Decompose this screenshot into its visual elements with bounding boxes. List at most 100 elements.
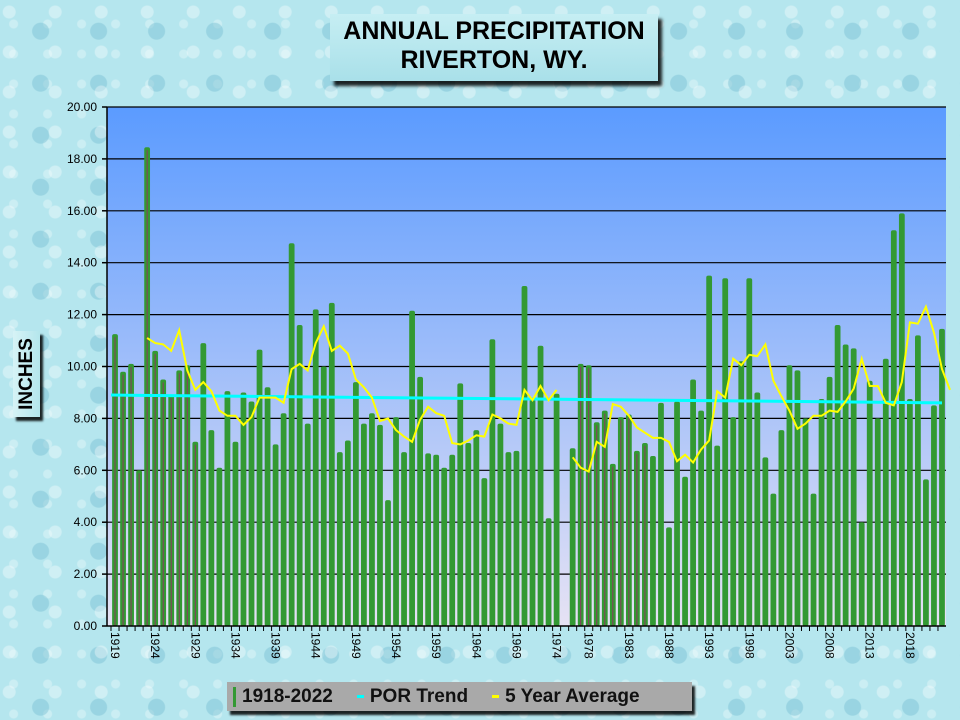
x-tick-label: 1988 bbox=[662, 632, 676, 659]
five-year-average-line bbox=[571, 304, 951, 474]
bar bbox=[449, 454, 456, 626]
bar bbox=[778, 430, 785, 626]
bar bbox=[866, 380, 873, 626]
legend-item-trend: POR Trend bbox=[356, 682, 469, 711]
x-tick-label: 1983 bbox=[622, 632, 636, 659]
legend-trend-swatch bbox=[356, 695, 364, 698]
x-tick-label: 1998 bbox=[742, 632, 756, 659]
bar bbox=[754, 392, 761, 626]
bar bbox=[280, 413, 287, 626]
bar bbox=[690, 379, 696, 626]
por-trend-line bbox=[110, 393, 943, 405]
bar bbox=[328, 302, 335, 626]
bar bbox=[850, 348, 857, 626]
bar bbox=[473, 430, 480, 626]
x-tick-label: 1919 bbox=[108, 632, 122, 659]
bar bbox=[906, 398, 913, 626]
x-tick-label: 1949 bbox=[349, 632, 363, 659]
bar bbox=[497, 423, 504, 626]
y-tick-label: 12.00 bbox=[67, 308, 97, 322]
bar bbox=[722, 278, 729, 626]
bar bbox=[738, 361, 745, 626]
bar bbox=[489, 339, 496, 626]
bar bbox=[770, 493, 777, 626]
bar bbox=[433, 454, 440, 626]
y-axis-label-box: INCHES bbox=[13, 331, 40, 417]
bar bbox=[457, 383, 464, 626]
bar bbox=[513, 450, 520, 626]
legend-label-avg: 5 Year Average bbox=[505, 686, 640, 707]
bar bbox=[874, 418, 881, 626]
bar bbox=[336, 452, 343, 626]
bar bbox=[465, 443, 472, 626]
bar bbox=[730, 417, 737, 626]
bar bbox=[256, 349, 263, 626]
x-tick-label: 1929 bbox=[188, 632, 202, 659]
bar bbox=[425, 453, 432, 626]
legend-avg-swatch bbox=[492, 695, 500, 698]
bar bbox=[377, 424, 383, 626]
bar bbox=[393, 417, 399, 626]
bar bbox=[666, 527, 672, 626]
bar bbox=[802, 418, 809, 626]
bar bbox=[858, 522, 865, 626]
bar bbox=[658, 402, 664, 626]
y-tick-label: 2.00 bbox=[74, 567, 98, 581]
x-tick-label: 1924 bbox=[148, 632, 162, 659]
bar bbox=[569, 448, 576, 626]
bar bbox=[208, 430, 215, 626]
bar bbox=[810, 493, 817, 626]
y-tick-label: 10.00 bbox=[67, 360, 97, 374]
x-tick-label: 1978 bbox=[582, 632, 596, 659]
bar bbox=[762, 457, 769, 626]
x-tick-label: 1959 bbox=[429, 632, 443, 659]
bar bbox=[882, 358, 889, 626]
x-tick-label: 1939 bbox=[269, 632, 283, 659]
bar bbox=[650, 456, 656, 626]
bar bbox=[352, 382, 359, 626]
bar bbox=[553, 393, 560, 626]
bar bbox=[786, 365, 793, 626]
bar bbox=[417, 376, 424, 626]
bar bbox=[794, 370, 801, 626]
y-tick-label: 16.00 bbox=[67, 204, 97, 218]
bar bbox=[706, 275, 713, 626]
x-tick-label: 1993 bbox=[702, 632, 716, 659]
bar bbox=[232, 441, 239, 626]
bar bbox=[698, 410, 705, 626]
bar bbox=[409, 310, 415, 626]
x-tick-label: 1944 bbox=[309, 632, 323, 659]
legend-item-avg: 5 Year Average bbox=[492, 682, 640, 711]
x-tick-label: 1934 bbox=[228, 632, 242, 659]
y-tick-label: 6.00 bbox=[74, 463, 98, 477]
y-tick-label: 14.00 bbox=[67, 256, 97, 270]
bar bbox=[296, 324, 303, 626]
x-tick-label: 1969 bbox=[509, 632, 523, 659]
bar bbox=[674, 401, 680, 626]
bar bbox=[682, 476, 688, 626]
x-tick-label: 2018 bbox=[903, 632, 917, 659]
x-tick-label: 1954 bbox=[389, 632, 403, 659]
y-tick-label: 18.00 bbox=[67, 152, 97, 166]
bar bbox=[264, 387, 271, 626]
five-year-average-line bbox=[146, 323, 558, 446]
bar bbox=[385, 500, 391, 626]
chart-title-line1: ANNUAL PRECIPITATION bbox=[343, 17, 645, 45]
bar bbox=[344, 440, 351, 626]
bar bbox=[898, 213, 905, 626]
bar bbox=[361, 423, 367, 626]
bar bbox=[915, 335, 921, 626]
legend: 1918-2022 POR Trend 5 Year Average bbox=[227, 682, 692, 711]
bar bbox=[369, 413, 375, 626]
x-tick-label: 2008 bbox=[823, 632, 837, 659]
bar bbox=[304, 423, 311, 626]
legend-label-trend: POR Trend bbox=[369, 686, 469, 707]
bar bbox=[818, 398, 825, 626]
chart-title-line2: RIVERTON, WY. bbox=[400, 46, 588, 74]
bar bbox=[826, 376, 833, 626]
bar bbox=[842, 344, 849, 626]
bar bbox=[272, 444, 279, 626]
bar bbox=[401, 452, 407, 626]
bar bbox=[224, 391, 231, 626]
